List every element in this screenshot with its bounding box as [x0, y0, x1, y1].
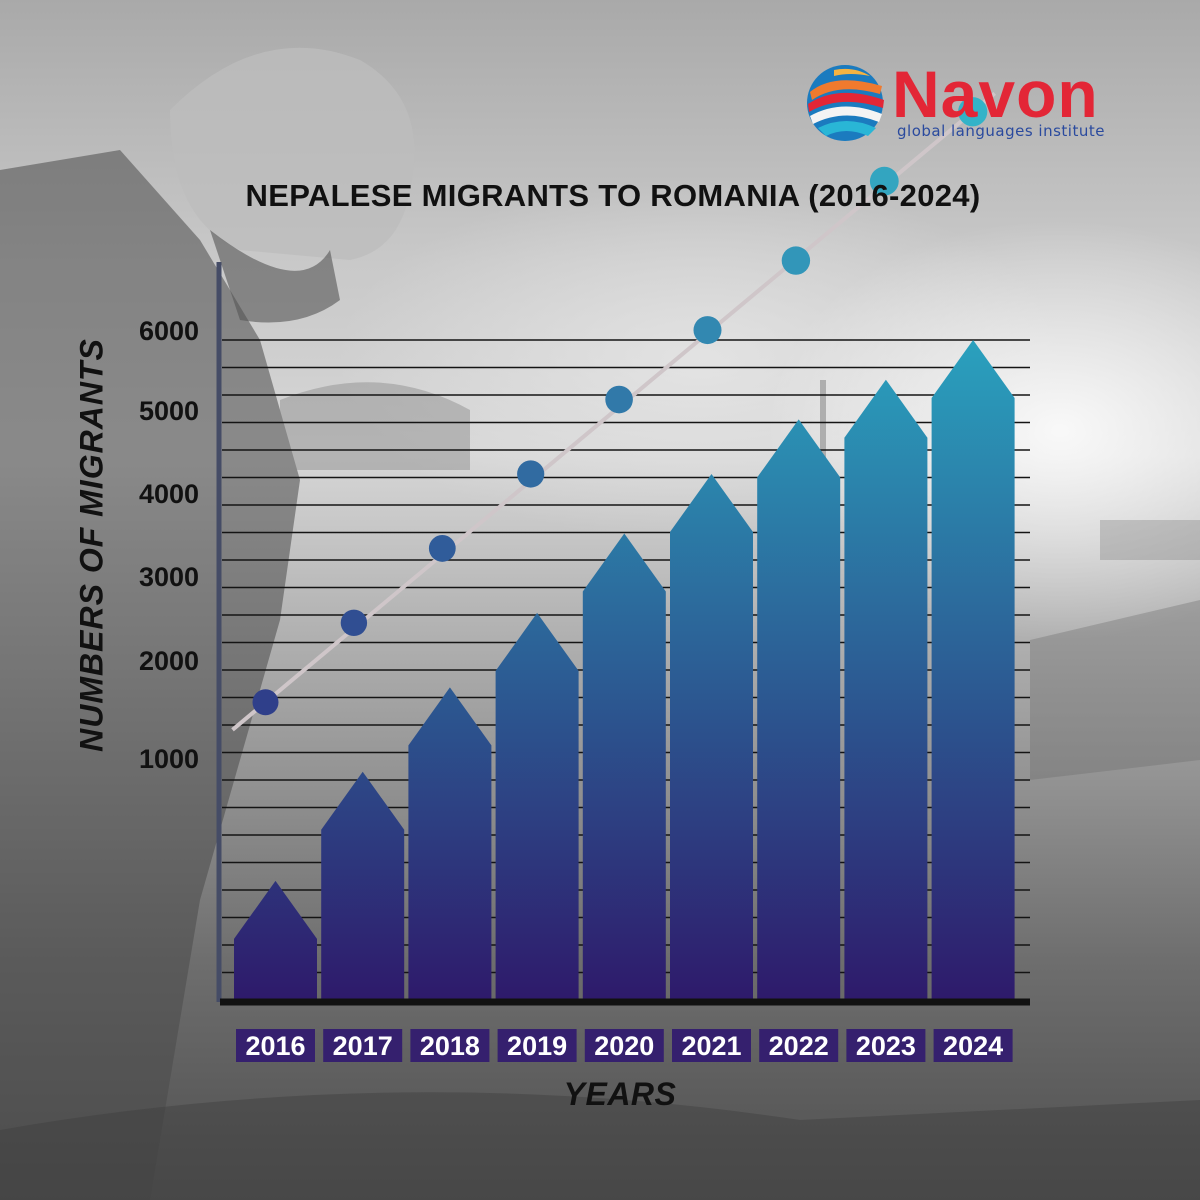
x-tick-label: 2021 [681, 1031, 741, 1061]
trend-point [517, 460, 545, 488]
x-tick: 2020 [584, 1029, 664, 1062]
x-tick-box [236, 1029, 315, 1062]
x-tick-label: 2023 [856, 1031, 916, 1061]
bar [408, 687, 492, 1000]
bar [582, 533, 666, 1000]
x-tick-label: 2019 [507, 1031, 567, 1061]
x-tick-box [410, 1029, 490, 1062]
x-tick-label: 2020 [594, 1031, 654, 1061]
bar [844, 379, 928, 1001]
x-tick-label: 2022 [769, 1031, 829, 1061]
bar [495, 612, 579, 1000]
x-tick: 2019 [497, 1029, 577, 1062]
y-tick-label: 5000 [139, 396, 199, 426]
y-tick-label: 6000 [139, 316, 199, 346]
bars [234, 340, 1015, 1001]
x-tick-box [759, 1029, 839, 1062]
x-tick-box [323, 1029, 403, 1062]
bar [931, 340, 1015, 1000]
x-tick-label: 2017 [333, 1031, 393, 1061]
globe-swirl-icon [807, 65, 884, 141]
x-tick-box [584, 1029, 664, 1062]
x-tick: 2017 [323, 1029, 403, 1062]
bar [670, 473, 753, 1000]
trend-point [605, 385, 633, 414]
y-tick-label: 1000 [139, 744, 199, 774]
x-tick-box [933, 1029, 1013, 1062]
x-tick-box [672, 1029, 751, 1062]
x-tick: 2022 [759, 1029, 839, 1062]
brand-wordmark: Navon [892, 57, 1099, 131]
bar [757, 419, 841, 1000]
x-tick-box [497, 1029, 577, 1062]
y-tick-label: 3000 [139, 562, 199, 592]
trend-point [958, 97, 988, 127]
trend-point [693, 316, 722, 345]
x-tick: 2024 [933, 1029, 1013, 1062]
bar [321, 771, 405, 1000]
x-tick-labels: 2016 2017 2018 2019 2020 2021 2022 2023 2024 [236, 1029, 1013, 1062]
y-tick-label: 4000 [139, 479, 199, 509]
x-tick: 2023 [846, 1029, 926, 1062]
x-tick: 2021 [672, 1029, 751, 1062]
trend-point [340, 609, 368, 637]
y-tick-labels: 1000 2000 3000 4000 5000 6000 [139, 316, 199, 774]
y-tick-label: 2000 [139, 646, 199, 676]
trend-point [428, 535, 456, 562]
brand-logo: Navon global languages institute [800, 58, 1140, 148]
chart-title: NEPALESE MIGRANTS TO ROMANIA (2016-2024) [245, 178, 981, 213]
x-axis-label: YEARS [563, 1076, 677, 1112]
brand-tagline: global languages institute [897, 122, 1105, 140]
x-tick: 2016 [236, 1029, 315, 1062]
bar [234, 880, 317, 1000]
x-tick-label: 2024 [943, 1031, 1003, 1061]
x-tick: 2018 [410, 1029, 490, 1062]
x-tick-label: 2018 [420, 1031, 480, 1061]
x-tick-label: 2016 [245, 1031, 305, 1061]
x-tick-box [846, 1029, 926, 1062]
trend-point [252, 689, 279, 716]
trend-dots [252, 97, 988, 716]
trend-point [781, 246, 811, 275]
y-axis-label: NUMBERS OF MIGRANTS [73, 338, 110, 752]
trend-point [869, 166, 899, 196]
